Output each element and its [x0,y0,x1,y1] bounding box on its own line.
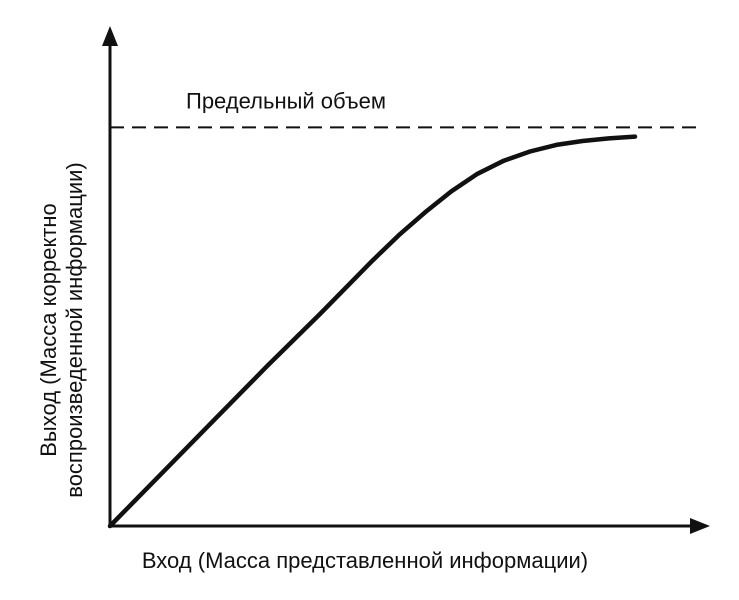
y-axis-label-line1: Выход (Масса корректно [36,203,61,457]
y-axis-arrow [102,26,118,46]
x-axis-arrow [690,518,710,534]
limit-label: Предельный объем [186,88,386,113]
series-line [107,134,638,529]
y-axis-label-line2: воспроизведенной информации) [62,162,87,498]
x-axis-label: Вход (Масса представленной информации) [142,548,588,573]
